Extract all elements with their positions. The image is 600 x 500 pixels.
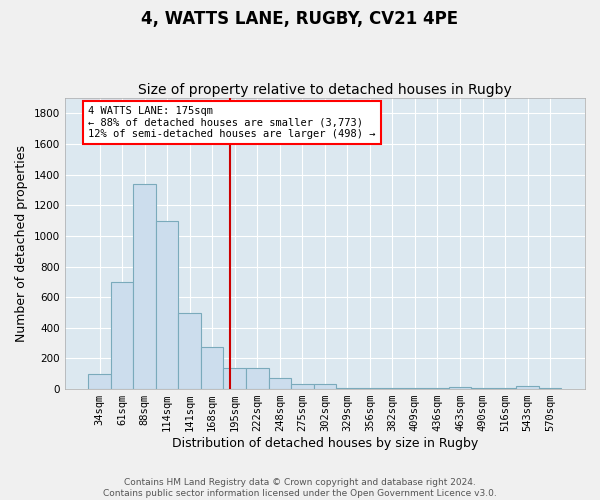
Bar bbox=[246, 368, 269, 389]
X-axis label: Distribution of detached houses by size in Rugby: Distribution of detached houses by size … bbox=[172, 437, 478, 450]
Title: Size of property relative to detached houses in Rugby: Size of property relative to detached ho… bbox=[138, 83, 512, 97]
Bar bbox=[381, 388, 404, 389]
Bar bbox=[156, 220, 178, 389]
Text: Contains HM Land Registry data © Crown copyright and database right 2024.
Contai: Contains HM Land Registry data © Crown c… bbox=[103, 478, 497, 498]
Bar bbox=[88, 374, 111, 389]
Bar bbox=[539, 388, 562, 389]
Bar bbox=[404, 388, 426, 389]
Bar bbox=[359, 388, 381, 389]
Bar bbox=[449, 387, 471, 389]
Bar bbox=[133, 184, 156, 389]
Bar bbox=[426, 388, 449, 389]
Text: 4 WATTS LANE: 175sqm
← 88% of detached houses are smaller (3,773)
12% of semi-de: 4 WATTS LANE: 175sqm ← 88% of detached h… bbox=[88, 106, 376, 139]
Bar bbox=[471, 388, 494, 389]
Bar bbox=[269, 378, 291, 389]
Bar bbox=[111, 282, 133, 389]
Bar bbox=[201, 347, 223, 389]
Bar bbox=[178, 312, 201, 389]
Bar bbox=[494, 388, 516, 389]
Bar bbox=[516, 386, 539, 389]
Bar bbox=[336, 388, 359, 389]
Bar bbox=[314, 384, 336, 389]
Y-axis label: Number of detached properties: Number of detached properties bbox=[15, 145, 28, 342]
Bar bbox=[291, 384, 314, 389]
Text: 4, WATTS LANE, RUGBY, CV21 4PE: 4, WATTS LANE, RUGBY, CV21 4PE bbox=[142, 10, 458, 28]
Bar bbox=[223, 368, 246, 389]
